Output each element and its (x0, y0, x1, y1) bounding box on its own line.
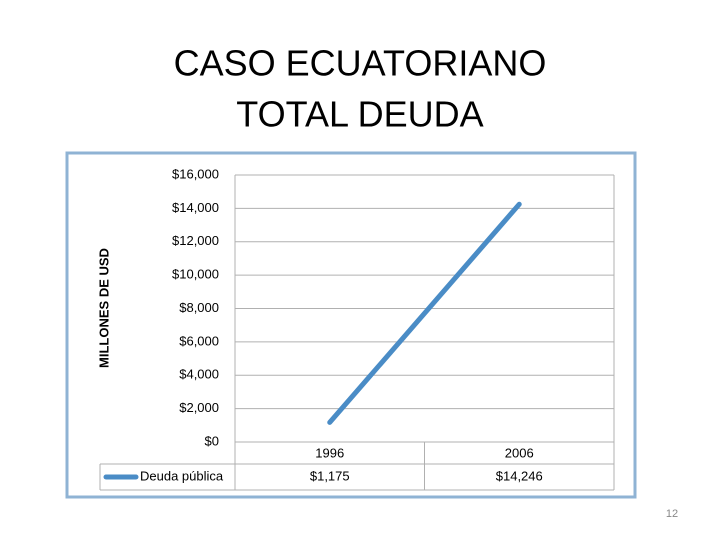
slide-number: 12 (666, 508, 678, 520)
y-tick-label: $6,000 (179, 333, 219, 348)
data-line (327, 201, 522, 425)
title-line-2: TOTAL DEUDA (236, 94, 483, 135)
y-tick-label: $10,000 (172, 267, 219, 282)
plot: $0 $2,000 $4,000 $6,000 $8,000 $10,000 $12,000… (99, 166, 615, 491)
table-value: $14,246 (496, 468, 543, 483)
y-tick-label: $4,000 (179, 367, 219, 382)
y-tick-label: $8,000 (179, 300, 219, 315)
title-line-1: CASO ECUATORIANO (174, 43, 547, 84)
y-tick-label: $2,000 (179, 400, 219, 415)
y-tick-label: $14,000 (172, 200, 219, 215)
x-tick-label: 1996 (315, 445, 344, 460)
table-value: $1,175 (310, 468, 350, 483)
x-tick-label: 2006 (505, 445, 534, 460)
y-tick-label: $0 (205, 433, 219, 448)
y-tick-label: $12,000 (172, 233, 219, 248)
chart-frame (65, 151, 637, 499)
legend-label: Deuda pública (140, 468, 224, 483)
y-tick-label: $16,000 (172, 166, 219, 181)
y-axis-label: MILLONES DE USD (96, 248, 111, 368)
